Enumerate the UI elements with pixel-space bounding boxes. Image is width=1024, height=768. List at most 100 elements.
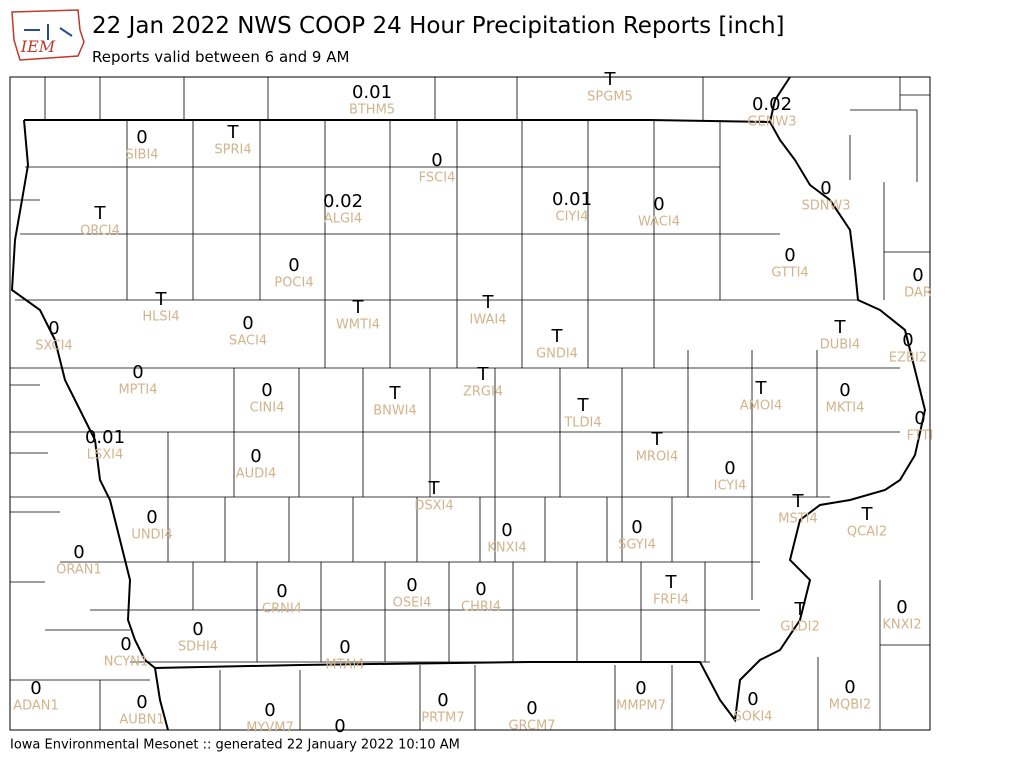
station-id: MSTI4 [778, 512, 818, 527]
station-id: FSCI4 [419, 171, 456, 186]
station-id: BTHM5 [349, 103, 395, 118]
station-id: MROI4 [636, 450, 679, 465]
report-value: T [651, 429, 664, 450]
report-value: 0 [48, 318, 59, 339]
station-id: SOKI4 [733, 710, 772, 725]
report-value: T [389, 383, 402, 404]
report-value: 0 [631, 517, 642, 538]
report-value: 0 [276, 581, 287, 602]
report-value: 0 [475, 579, 486, 600]
station-id: MQBI2 [829, 698, 871, 713]
report-value: T [155, 289, 168, 310]
station-id: GLDI2 [780, 620, 819, 635]
station-id: FRFI4 [653, 593, 689, 608]
report-value: T [792, 491, 805, 512]
station-id: MYVM7 [246, 721, 294, 736]
report-value: T [477, 364, 490, 385]
report-value: T [352, 297, 365, 318]
station-id: SDNW3 [801, 199, 850, 214]
report-value: 0 [136, 127, 147, 148]
station-id: WMTI4 [336, 318, 380, 333]
report-value: 0 [288, 255, 299, 276]
station-id: WACI4 [638, 215, 680, 230]
station-id: KNXI4 [487, 541, 526, 556]
station-id: ORCI4 [80, 224, 120, 239]
station-id: DUBI4 [820, 338, 861, 353]
report-value: T [227, 122, 240, 143]
report-value: T [755, 378, 768, 399]
station-id: ICYI4 [714, 479, 747, 494]
station-id: IWAI4 [470, 313, 507, 328]
report-value: T [861, 504, 874, 525]
report-value: 0 [747, 689, 758, 710]
report-value: 0 [820, 178, 831, 199]
station-id: KNXI2 [882, 618, 921, 633]
state-border-west [10, 119, 156, 669]
station-id: ALGI4 [324, 212, 362, 227]
report-value: 0 [653, 194, 664, 215]
station-id: SDHI4 [178, 640, 218, 655]
report-value: 0 [406, 575, 417, 596]
station-id: OSEI4 [393, 596, 432, 611]
station-id: AMOI4 [740, 399, 782, 414]
report-value: T [551, 326, 564, 347]
station-id: SXCI4 [35, 339, 72, 354]
report-value: T [834, 317, 847, 338]
report-value: 0 [839, 380, 850, 401]
station-id: MTAI4 [325, 658, 364, 673]
station-id: SPGM5 [587, 90, 633, 105]
station-id: SACI4 [229, 334, 267, 349]
report-value: 0.01 [85, 427, 125, 448]
report-value: 0 [73, 542, 84, 563]
station-id: BNWI4 [373, 404, 417, 419]
report-value: 0 [261, 380, 272, 401]
station-id: LSXI4 [87, 448, 124, 463]
report-value: 0 [339, 637, 350, 658]
station-id: CINI4 [250, 401, 285, 416]
footer: Iowa Environmental Mesonet :: generated … [10, 738, 460, 753]
report-value: 0 [501, 520, 512, 541]
station-id: NCYN1 [104, 655, 149, 670]
station-id: MMPM7 [616, 699, 666, 714]
station-id: MKTI4 [826, 401, 865, 416]
report-value: T [482, 292, 495, 313]
report-value: 0 [896, 597, 907, 618]
title: 22 Jan 2022 NWS COOP 24 Hour Precipitati… [92, 13, 785, 39]
report-value: T [665, 572, 678, 593]
report-value: 0 [724, 458, 735, 479]
station-id: ADAN1 [13, 699, 59, 714]
report-value: 0 [136, 692, 147, 713]
station-id: PRTM7 [421, 711, 464, 726]
station-id: FTTI [907, 429, 934, 444]
station-id: EZBI2 [889, 351, 927, 366]
report-value: T [604, 69, 617, 90]
report-value: 0 [526, 698, 537, 719]
state-border [24, 119, 927, 731]
station-id: SGYI4 [618, 538, 656, 553]
report-value: 0 [192, 619, 203, 640]
report-value: T [94, 203, 107, 224]
station-id: SIBI4 [125, 148, 158, 163]
map-frame [9, 76, 931, 731]
report-value: 0.01 [352, 82, 392, 103]
report-value: 0.02 [752, 94, 792, 115]
station-id: CHRI4 [461, 600, 501, 615]
station-id: ORAN1 [56, 563, 102, 578]
report-value: 0 [635, 678, 646, 699]
report-value: 0 [912, 265, 923, 286]
station-id: AUBN1 [119, 713, 164, 728]
report-value: T [794, 599, 807, 620]
report-value: 0 [242, 313, 253, 334]
station-id: AUDI4 [236, 467, 277, 482]
station-id: HLSI4 [142, 310, 179, 325]
report-value: 0 [431, 150, 442, 171]
report-value: 0 [264, 700, 275, 721]
report-value: T [428, 478, 441, 499]
report-value: 0 [437, 690, 448, 711]
station-id: CRNI4 [262, 602, 302, 617]
report-value: 0 [914, 408, 925, 429]
